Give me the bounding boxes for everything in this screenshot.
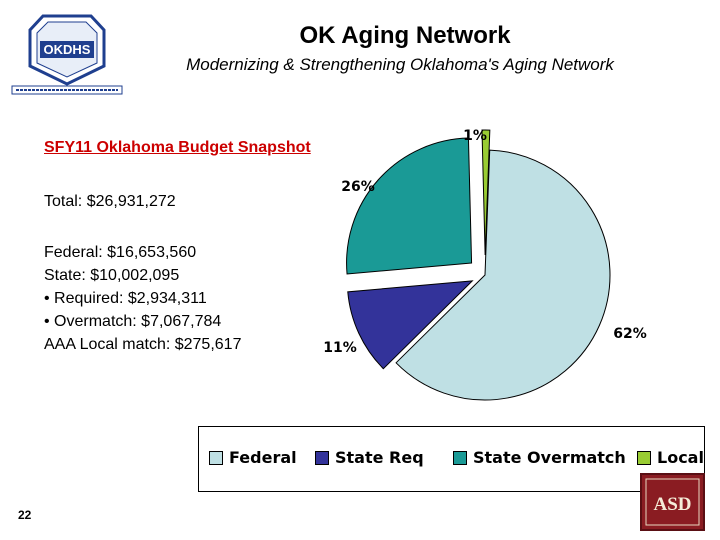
legend-label-local: Local bbox=[657, 448, 704, 467]
legend-item-federal: Federal bbox=[209, 448, 297, 467]
logo-text: OKDHS bbox=[44, 42, 91, 57]
legend-label-federal: Federal bbox=[229, 448, 297, 467]
aaa-local-amount: AAA Local match: $275,617 bbox=[44, 336, 242, 353]
page-number: 22 bbox=[18, 508, 32, 522]
budget-total: Total: $26,931,272 bbox=[44, 193, 176, 210]
budget-breakdown: Federal: $16,653,560 State: $10,002,095 … bbox=[44, 241, 241, 356]
page-title: OK Aging Network bbox=[299, 22, 511, 49]
pie-label-state-overmatch: 26% bbox=[341, 179, 375, 195]
state-amount: State: $10,002,095 bbox=[44, 267, 180, 284]
pie-label-state-req: 11% bbox=[323, 340, 357, 356]
state-overmatch-amount: • Overmatch: $7,067,784 bbox=[44, 313, 222, 330]
page-subtitle: Modernizing & Strengthening Oklahoma's A… bbox=[186, 55, 614, 74]
asd-logo: ASD bbox=[640, 473, 705, 531]
legend-swatch-state-overmatch bbox=[453, 450, 467, 465]
pie-slice-state-req bbox=[347, 280, 474, 370]
legend-item-state-overmatch: State Overmatch bbox=[453, 448, 626, 467]
snapshot-heading: SFY11 Oklahoma Budget Snapshot bbox=[44, 139, 311, 156]
pie-label-local: 1% bbox=[463, 128, 487, 144]
legend-swatch-state-req bbox=[315, 450, 329, 465]
asd-logo-text: ASD bbox=[653, 494, 691, 515]
pie-slice-state-overmatch bbox=[346, 137, 473, 275]
chart-legend: Federal State Req State Overmatch Local bbox=[198, 426, 705, 492]
pie-slice-local bbox=[481, 129, 491, 256]
legend-swatch-local bbox=[637, 450, 651, 465]
okdhs-logo: OKDHS bbox=[11, 14, 123, 95]
legend-item-state-req: State Req bbox=[315, 448, 424, 467]
budget-pie-chart: 62% 11% 26% 1% bbox=[323, 128, 647, 401]
state-required-amount: • Required: $2,934,311 bbox=[44, 290, 207, 307]
legend-label-state-req: State Req bbox=[335, 448, 424, 467]
pie-slice-federal bbox=[395, 149, 611, 401]
legend-label-state-overmatch: State Overmatch bbox=[473, 448, 626, 467]
legend-item-local: Local bbox=[637, 448, 704, 467]
legend-swatch-federal bbox=[209, 450, 223, 465]
federal-amount: Federal: $16,653,560 bbox=[44, 244, 197, 261]
pie-label-federal: 62% bbox=[613, 326, 647, 342]
